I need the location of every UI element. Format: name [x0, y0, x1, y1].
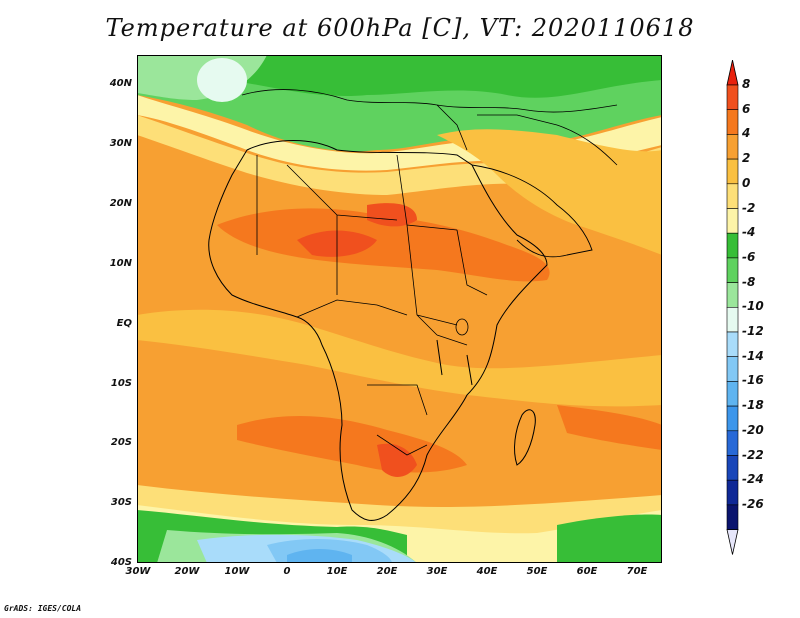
colorbar-swatch: [726, 307, 739, 333]
lat-label-eq: EQ: [116, 318, 132, 329]
colorbar-swatch: [726, 183, 739, 209]
colorbar-swatch: [726, 282, 739, 308]
map-fill-layer: [137, 55, 662, 563]
colorbar-tick-label: 0: [742, 175, 751, 190]
colorbar-swatch: [726, 479, 739, 506]
lat-label-40n: 40N: [109, 78, 132, 89]
lon-label-30e: 30E: [426, 566, 448, 577]
colorbar-tick-label: -20: [742, 422, 764, 437]
colorbar-swatch: [726, 430, 739, 456]
colorbar-swatch: [726, 84, 739, 111]
lon-label-50e: 50E: [526, 566, 548, 577]
colorbar-swatch: [726, 208, 739, 234]
lat-label-40s: 40S: [110, 557, 132, 568]
temperature-map: [137, 55, 662, 563]
colorbar-tick-label: 2: [742, 151, 751, 166]
colorbar-tick-label: -18: [742, 398, 764, 413]
colorbar-swatch: [726, 257, 739, 283]
lon-label-20w: 20W: [174, 566, 200, 577]
colorbar-tick-label: -14: [742, 348, 764, 363]
colorbar-tick-label: -12: [742, 324, 764, 338]
lon-label-40e: 40E: [476, 566, 498, 577]
map-title: Temperature at 600hPa [C], VT: 202011061…: [105, 14, 695, 42]
credit-text: GrADS: IGES/COLA: [4, 604, 82, 613]
colorbar-tick-label: -4: [742, 225, 756, 240]
colorbar-tick-label: 6: [742, 101, 751, 116]
lat-label-20s: 20S: [110, 437, 132, 448]
colorbar-swatch: [726, 158, 739, 185]
lat-label-10n: 10N: [109, 258, 132, 269]
lon-label-60e: 60E: [576, 566, 598, 577]
colorbar-tick-label: -16: [742, 373, 764, 388]
colorbar-swatch: [726, 455, 739, 481]
colorbar-top-arrow: [726, 60, 739, 86]
colorbar-swatch: [726, 232, 739, 259]
lon-label-10e: 10E: [326, 566, 348, 577]
colorbar-swatch: [726, 356, 739, 382]
colorbar-swatch: [726, 109, 739, 135]
lat-label-30n: 30N: [109, 138, 132, 149]
lon-label-70e: 70E: [626, 566, 648, 577]
colorbar-swatch: [726, 331, 739, 358]
colorbar-tick-label: -2: [742, 200, 756, 215]
colorbar-tick-label: -10: [742, 299, 764, 314]
colorbar-bottom-arrow: [726, 529, 739, 555]
colorbar-tick-label: -6: [742, 249, 756, 264]
colorbar-swatch: [726, 405, 739, 432]
lon-label-0: 0: [283, 566, 291, 577]
colorbar-tick-label: 8: [742, 77, 751, 91]
colorbar-swatch: [726, 504, 739, 530]
lon-label-10w: 10W: [224, 566, 250, 577]
lat-label-20n: 20N: [109, 198, 132, 209]
lat-label-30s: 30S: [110, 497, 132, 508]
colorbar-tick-label: -26: [742, 496, 764, 511]
colorbar: [726, 60, 739, 555]
lon-label-20e: 20E: [376, 566, 398, 577]
colorbar-swatch: [726, 381, 739, 407]
lon-label-30w: 30W: [125, 566, 151, 577]
colorbar-tick-label: 4: [742, 126, 751, 141]
lat-label-10s: 10S: [110, 378, 132, 389]
colorbar-tick-label: -24: [742, 472, 764, 487]
colorbar-tick-label: -8: [742, 274, 756, 289]
colorbar-tick-label: -22: [742, 447, 764, 462]
colorbar-swatch: [726, 134, 739, 160]
